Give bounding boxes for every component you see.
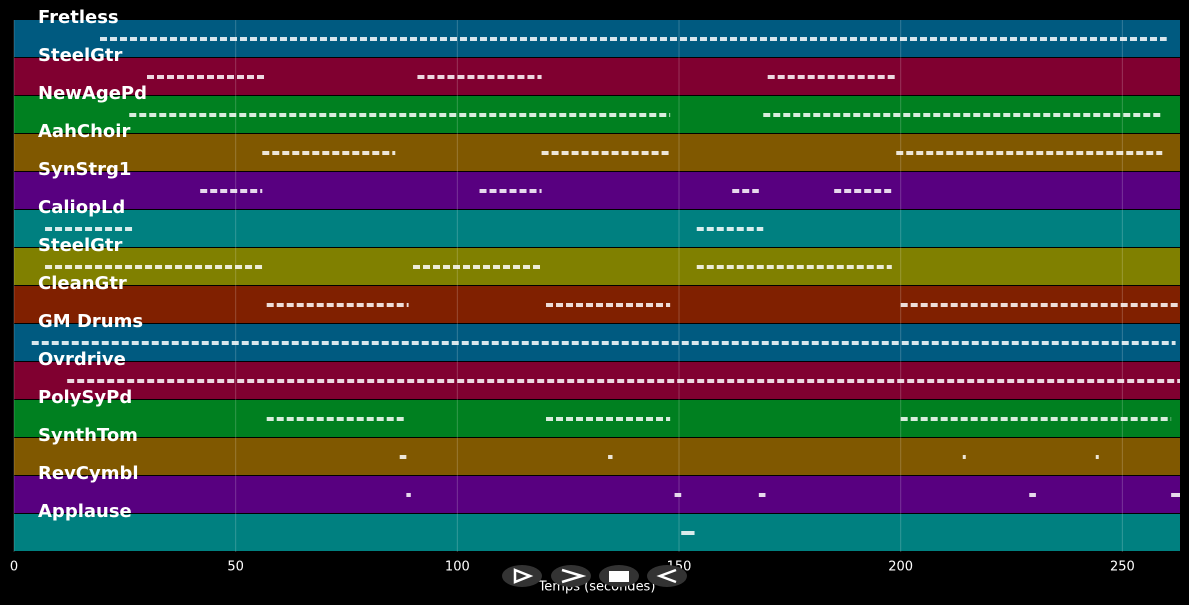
track-name: SynthTom [38, 425, 138, 446]
track-name: NewAgePd [38, 83, 147, 104]
track-name: Ovrdrive [38, 349, 126, 370]
track-row [14, 438, 1180, 475]
x-tick-label: 200 [888, 560, 913, 575]
back-button[interactable] [647, 565, 687, 587]
track-name: SteelGtr [38, 235, 123, 256]
x-tick-label: 0 [10, 560, 18, 575]
track-name: RevCymbl [38, 463, 139, 484]
x-tick-label: 250 [1110, 560, 1135, 575]
track-row [14, 514, 1180, 551]
controls [502, 565, 687, 587]
play-button[interactable] [502, 565, 542, 587]
track-name: Applause [38, 501, 132, 522]
stop-button[interactable] [599, 565, 639, 587]
track-name: AahChoir [38, 121, 130, 142]
track-name: Fretless [38, 7, 119, 28]
x-tick-label: 100 [445, 560, 470, 575]
x-tick-label: 50 [227, 560, 244, 575]
track-name: CaliopLd [38, 197, 125, 218]
track-name: SteelGtr [38, 45, 123, 66]
track-name: CleanGtr [38, 273, 127, 294]
forward-button[interactable] [551, 565, 591, 587]
track-name: SynStrg1 [38, 159, 131, 180]
track-row [14, 172, 1180, 209]
track-row [14, 210, 1180, 247]
track-row [14, 476, 1180, 513]
track-name: PolySyPd [38, 387, 132, 408]
track-name: GM Drums [38, 311, 143, 332]
